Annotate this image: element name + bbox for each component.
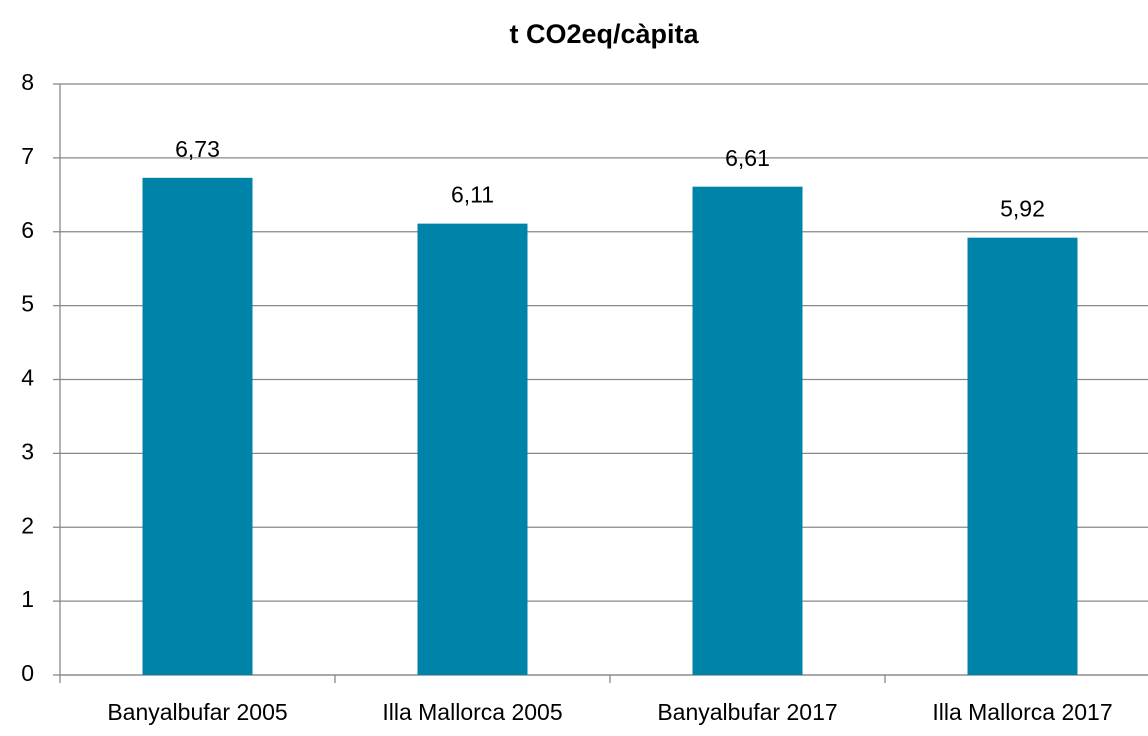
chart-title: t CO2eq/càpita [509, 19, 699, 49]
bar [967, 237, 1078, 675]
x-tick-label: Banyalbufar 2005 [107, 699, 287, 725]
y-tick-label: 1 [21, 586, 34, 612]
y-tick-label: 3 [21, 438, 34, 464]
y-tick-label: 0 [21, 660, 34, 686]
y-tick-label: 8 [21, 69, 34, 95]
x-tick-label: Banyalbufar 2017 [657, 699, 837, 725]
bar [417, 223, 528, 675]
x-tick-label: Illa Mallorca 2017 [932, 699, 1112, 725]
y-tick-label: 4 [21, 365, 34, 391]
data-label: 6,11 [451, 182, 494, 208]
y-tick-label: 5 [21, 291, 34, 317]
x-tick-label: Illa Mallorca 2005 [382, 699, 562, 725]
data-label: 5,92 [1000, 196, 1045, 222]
y-tick-label: 7 [21, 143, 34, 169]
y-tick-label: 6 [21, 217, 34, 243]
data-label: 6,73 [175, 136, 220, 162]
bar [142, 177, 253, 676]
data-label: 6,61 [725, 145, 770, 171]
y-tick-label: 2 [21, 512, 34, 538]
bar [692, 186, 803, 675]
